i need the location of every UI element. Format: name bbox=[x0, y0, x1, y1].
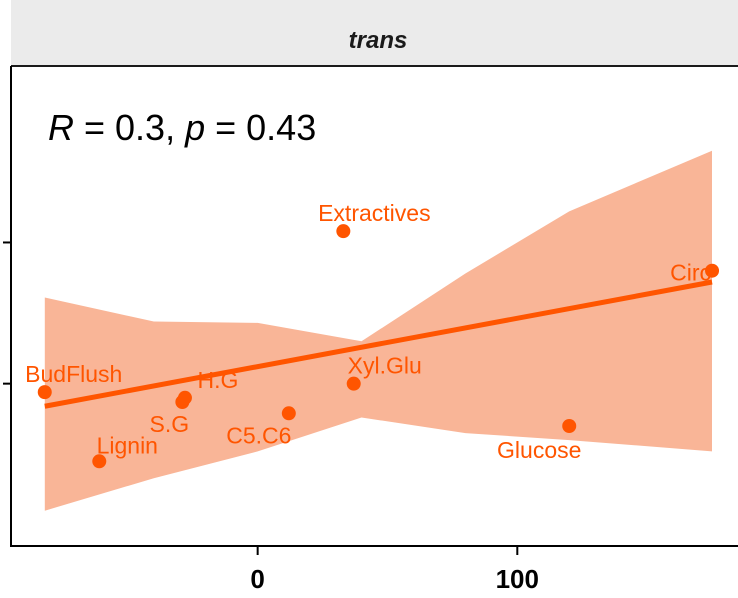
r-symbol: R bbox=[48, 107, 74, 148]
point-label-budflush: BudFlush bbox=[25, 361, 122, 387]
p-value: 0.43 bbox=[246, 107, 316, 148]
correlation-annotation: R = 0.3, p = 0.43 bbox=[48, 107, 316, 148]
point-label-c5-c6: C5.C6 bbox=[226, 422, 291, 448]
facet-strip-background bbox=[11, 0, 738, 66]
point-label-h-g: H.G bbox=[198, 367, 239, 393]
point-label-circ: Circ bbox=[670, 260, 711, 286]
point-label-glucose: Glucose bbox=[497, 437, 581, 463]
x-axis-ticks: 0 100 bbox=[250, 546, 539, 594]
point-label-xyl-glu: Xyl.Glu bbox=[348, 353, 422, 379]
point-extractives bbox=[336, 224, 351, 239]
point-label-s-g: S.G bbox=[150, 411, 190, 437]
point-c5-c6 bbox=[281, 406, 296, 421]
facet-strip: trans bbox=[11, 0, 738, 67]
confidence-band bbox=[44, 150, 713, 511]
point-label-lignin: Lignin bbox=[97, 432, 158, 458]
point-circ bbox=[705, 263, 720, 278]
point-h-g bbox=[177, 390, 192, 405]
regression-line bbox=[44, 279, 713, 409]
r-value: 0.3 bbox=[115, 107, 165, 148]
facet-label: trans bbox=[349, 27, 408, 54]
axes: 0 100 bbox=[3, 66, 738, 594]
data-points bbox=[37, 224, 720, 469]
p-symbol: p bbox=[184, 107, 205, 148]
x-tick-label: 0 bbox=[250, 564, 264, 594]
point-label-extractives: Extractives bbox=[318, 200, 430, 226]
point-glucose bbox=[562, 419, 577, 433]
point-xyl-glu bbox=[346, 376, 361, 391]
point-budflush bbox=[37, 385, 52, 400]
x-tick-label: 100 bbox=[496, 564, 539, 594]
y-axis-ticks bbox=[3, 241, 11, 385]
point-lignin bbox=[92, 454, 107, 469]
